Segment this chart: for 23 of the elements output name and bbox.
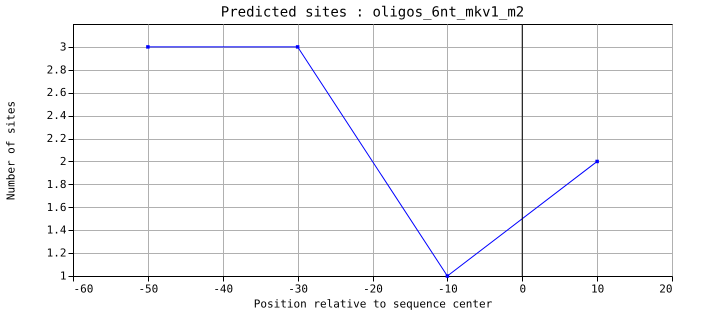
x-tick-label: 20 (659, 282, 672, 296)
y-tick-label: 1.8 (46, 178, 66, 191)
y-tick-label: 2 (60, 154, 66, 168)
x-tick-label: -10 (438, 282, 458, 296)
x-tick-label: 0 (519, 282, 526, 296)
chart-title: Predicted sites : oligos_6nt_mkv1_m2 (220, 4, 524, 20)
x-tick-label: -40 (213, 282, 234, 296)
y-tick-label: 2.8 (46, 63, 66, 76)
x-tick-label: 10 (591, 282, 604, 296)
x-tick-label: -20 (363, 282, 383, 296)
x-tick-label: -50 (138, 282, 158, 296)
y-tick-label: 1.4 (46, 224, 67, 237)
y-tick-label: 3 (60, 40, 66, 54)
x-tick-label: -30 (288, 282, 308, 296)
y-tick-label: 1 (60, 270, 66, 282)
y-tick-label: 2.6 (46, 86, 66, 100)
y-tick-label: 2.2 (46, 132, 66, 146)
y-tick-label: 2.4 (46, 109, 67, 122)
y-axis-title: Number of sites (4, 100, 18, 200)
x-axis-title: Position relative to sequence center (254, 298, 493, 310)
x-tick-label: -60 (74, 282, 94, 296)
y-tick-label: 1.2 (46, 246, 66, 260)
y-tick-label: 1.6 (46, 200, 66, 214)
